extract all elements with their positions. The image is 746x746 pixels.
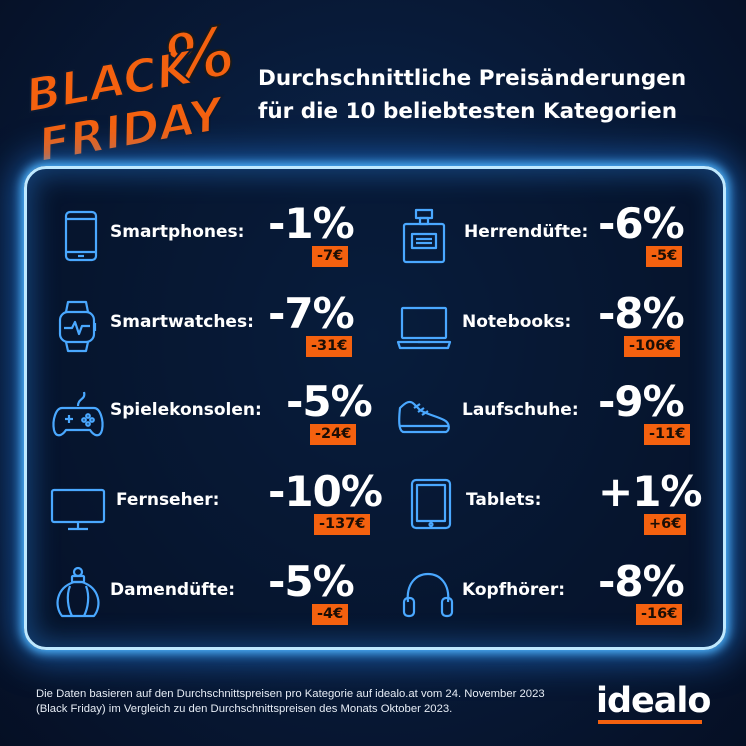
- category-euro-badge: -4€: [312, 604, 349, 625]
- category-percent: -6%: [598, 199, 685, 248]
- tv-icon: [50, 476, 106, 532]
- smartwatch-icon: [50, 298, 106, 354]
- idealo-logo: idealo: [596, 681, 711, 721]
- category-percent: +1%: [598, 467, 702, 516]
- category-kopfhoerer: Kopfhörer: -8% -16€: [396, 550, 716, 630]
- category-laufschuhe: Laufschuhe: -9% -11€: [396, 370, 716, 450]
- category-percent: -8%: [598, 557, 685, 606]
- category-euro-badge: -106€: [624, 336, 681, 357]
- laptop-icon: [396, 298, 452, 354]
- tablet-icon: [404, 476, 460, 532]
- category-label: Smartphones:: [110, 222, 245, 242]
- category-notebooks: Notebooks: -8% -106€: [396, 282, 716, 362]
- category-euro-badge: -11€: [644, 424, 691, 445]
- headphones-icon: [400, 566, 456, 622]
- category-smartwatches: Smartwatches: -7% -31€: [50, 282, 380, 362]
- category-percent: -1%: [268, 199, 355, 248]
- category-euro-badge: -137€: [314, 514, 371, 535]
- category-label: Spielekonsolen:: [110, 400, 262, 420]
- running-shoe-icon: [396, 386, 452, 442]
- idealo-logo-underline: [598, 720, 702, 724]
- category-euro-badge: -31€: [306, 336, 353, 357]
- category-euro-badge: -24€: [310, 424, 357, 445]
- categories-panel: [24, 166, 726, 650]
- category-euro-badge: -7€: [312, 246, 349, 267]
- category-percent: -5%: [268, 557, 355, 606]
- category-herrenduefte: Herrendüfte: -6% -5€: [396, 192, 716, 272]
- category-label: Tablets:: [466, 490, 542, 510]
- logo-percent: %: [160, 18, 241, 102]
- smartphone-icon: [54, 208, 110, 264]
- category-percent: -9%: [598, 377, 685, 426]
- gamepad-icon: [50, 386, 106, 442]
- category-percent: -5%: [286, 377, 373, 426]
- category-smartphones: Smartphones: -1% -7€: [50, 192, 380, 272]
- category-fernseher: Fernseher: -10% -137€: [50, 460, 390, 540]
- headline-line1: Durchschnittliche Preisänderungen: [258, 66, 687, 91]
- perfume-bottle-icon: [50, 566, 106, 622]
- headline-line2: für die 10 beliebtesten Kategorien: [258, 99, 678, 124]
- category-label: Notebooks:: [462, 312, 572, 332]
- category-percent: -10%: [268, 467, 383, 516]
- black-friday-logo: % BLACK FRIDAY: [16, 18, 246, 178]
- category-spielekonsolen: Spielekonsolen: -5% -24€: [50, 370, 380, 450]
- headline: Durchschnittliche Preisänderungen für di…: [258, 62, 728, 128]
- category-euro-badge: +6€: [644, 514, 687, 535]
- category-euro-badge: -5€: [646, 246, 683, 267]
- category-tablets: Tablets: +1% +6€: [396, 460, 716, 540]
- category-percent: -8%: [598, 289, 685, 338]
- category-label: Laufschuhe:: [462, 400, 579, 420]
- category-label: Smartwatches:: [110, 312, 254, 332]
- category-euro-badge: -16€: [636, 604, 683, 625]
- category-label: Fernseher:: [116, 490, 220, 510]
- category-label: Kopfhörer:: [462, 580, 565, 600]
- footnote: Die Daten basieren auf den Durchschnitts…: [36, 688, 545, 715]
- category-label: Damendüfte:: [110, 580, 236, 600]
- category-damenduefte: Damendüfte: -5% -4€: [50, 550, 380, 630]
- category-label: Herrendüfte:: [464, 222, 589, 242]
- category-percent: -7%: [268, 289, 355, 338]
- cologne-bottle-icon: [396, 208, 452, 264]
